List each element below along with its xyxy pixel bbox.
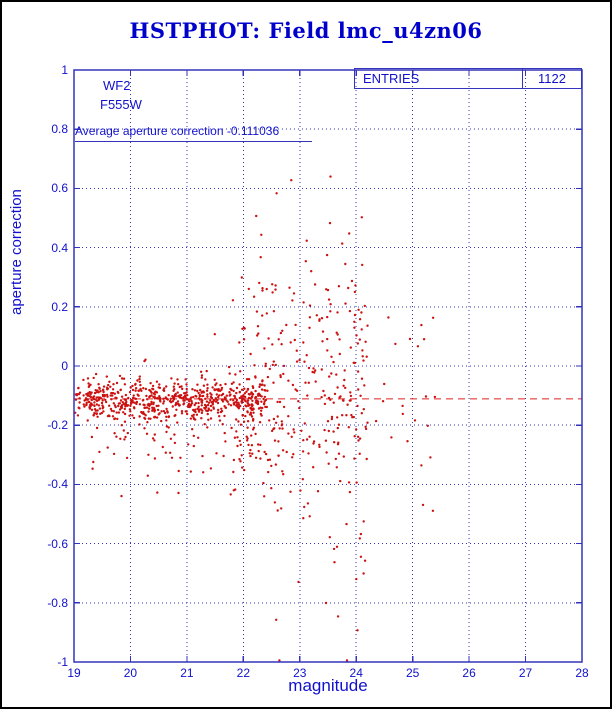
page-title: HSTPHOT: Field lmc_u4zn06: [129, 18, 483, 43]
